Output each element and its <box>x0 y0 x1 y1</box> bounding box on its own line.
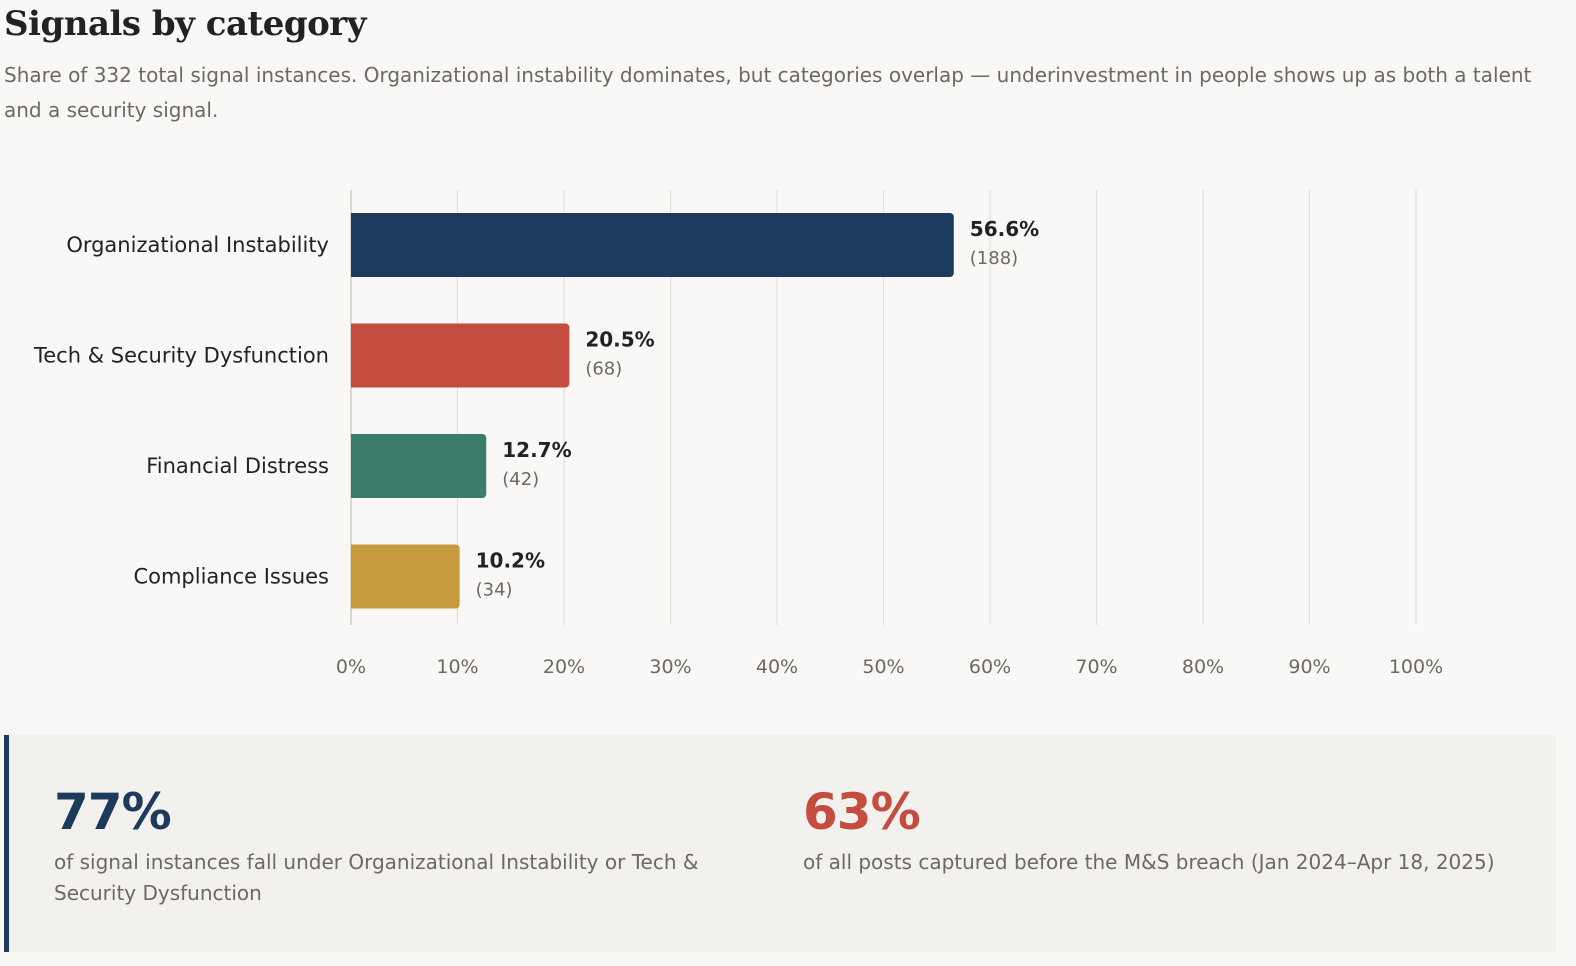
category-label: Tech & Security Dysfunction <box>33 344 329 368</box>
bar-chart: 0% 10% 20% 30% 40% 50% 60% 70% 80% 90% 100% Organiz… <box>33 190 1443 678</box>
x-tick-label: 50% <box>862 656 904 678</box>
value-label: 10.2% <box>476 549 545 573</box>
count-label: (188) <box>970 248 1018 269</box>
bar-left-edge <box>351 323 357 388</box>
bar <box>351 434 487 498</box>
category-label: Financial Distress <box>146 454 329 478</box>
value-label: 12.7% <box>502 438 571 462</box>
x-tick-label: 30% <box>649 656 691 678</box>
stat-org-tech: 77% of signal instances fall under Organ… <box>54 783 734 909</box>
x-tick-label: 80% <box>1182 656 1224 678</box>
chart-subtitle: Share of 332 total signal instances. Org… <box>4 63 1532 122</box>
bar <box>351 213 954 277</box>
count-label: (68) <box>585 359 622 380</box>
stat-pre-breach: 63% of all posts captured before the M&S… <box>803 783 1543 878</box>
stats-callout: 77% of signal instances fall under Organ… <box>4 735 1556 952</box>
x-tick-label: 40% <box>756 656 798 678</box>
bar <box>351 544 460 609</box>
stat-text: of signal instances fall under Organizat… <box>54 850 699 905</box>
value-label: 56.6% <box>970 217 1039 241</box>
category-label: Organizational Instability <box>66 233 329 257</box>
category-label: Compliance Issues <box>133 565 329 589</box>
stat-text: of all posts captured before the M&S bre… <box>803 850 1495 874</box>
count-label: (34) <box>476 580 513 601</box>
count-label: (42) <box>502 469 539 490</box>
stat-value: 77% <box>54 783 172 841</box>
chart-title: Signals by category <box>4 4 366 44</box>
value-label: 20.5% <box>585 328 654 352</box>
x-tick-label: 10% <box>436 656 478 678</box>
bar-left-edge <box>351 213 357 277</box>
x-tick-label: 0% <box>336 656 366 678</box>
stat-value: 63% <box>803 783 921 841</box>
bar-left-edge <box>351 544 357 609</box>
x-tick-label: 20% <box>543 656 585 678</box>
bar-left-edge <box>351 434 357 498</box>
x-tick-label: 100% <box>1389 656 1443 678</box>
x-tick-label: 60% <box>969 656 1011 678</box>
bar <box>351 323 570 388</box>
x-tick-label: 90% <box>1288 656 1330 678</box>
x-tick-label: 70% <box>1075 656 1117 678</box>
